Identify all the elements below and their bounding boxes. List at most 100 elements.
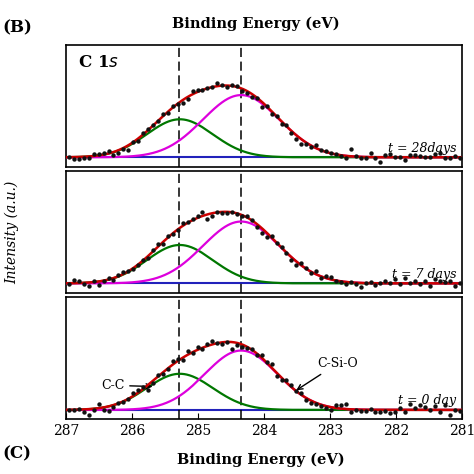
Point: [273, 373, 281, 380]
Point: [164, 109, 172, 117]
Point: [322, 272, 330, 280]
Point: [382, 152, 389, 159]
Point: [386, 151, 394, 158]
Point: [308, 144, 315, 151]
Point: [95, 282, 102, 289]
Point: [288, 129, 295, 137]
Point: [258, 229, 265, 237]
Point: [100, 406, 108, 414]
Text: t = 0 day: t = 0 day: [398, 394, 456, 407]
Point: [243, 212, 251, 219]
Point: [446, 411, 454, 419]
Point: [416, 401, 424, 409]
Point: [396, 280, 404, 287]
Point: [100, 278, 108, 285]
Point: [456, 407, 463, 415]
Point: [352, 280, 359, 288]
Point: [119, 398, 127, 406]
Point: [367, 278, 374, 286]
Point: [382, 407, 389, 415]
Point: [209, 337, 216, 345]
Point: [228, 208, 236, 216]
Point: [317, 274, 325, 282]
Point: [263, 358, 271, 365]
Point: [278, 376, 285, 384]
Point: [342, 154, 350, 162]
Point: [209, 212, 216, 220]
Point: [288, 382, 295, 389]
Point: [243, 89, 251, 97]
Point: [327, 149, 335, 156]
Point: [362, 408, 369, 415]
Point: [204, 341, 211, 348]
Point: [292, 387, 300, 394]
Point: [115, 399, 122, 407]
Point: [228, 345, 236, 353]
Text: (B): (B): [2, 19, 32, 36]
Point: [347, 279, 355, 286]
Point: [100, 149, 108, 157]
Point: [194, 86, 201, 93]
Point: [233, 82, 241, 90]
Point: [411, 151, 419, 158]
Point: [342, 280, 350, 288]
Point: [159, 370, 167, 377]
Point: [337, 401, 345, 409]
Point: [357, 283, 365, 291]
Point: [199, 345, 206, 353]
Point: [406, 151, 414, 159]
Point: [174, 100, 182, 107]
Point: [386, 280, 394, 287]
Point: [194, 212, 201, 219]
Point: [426, 153, 434, 161]
Point: [288, 256, 295, 264]
Point: [441, 279, 448, 286]
Point: [135, 262, 142, 269]
Point: [164, 233, 172, 240]
Text: t = 28days: t = 28days: [388, 142, 456, 155]
Point: [347, 408, 355, 416]
Point: [125, 395, 132, 402]
Point: [421, 403, 428, 410]
Point: [154, 372, 162, 379]
Point: [169, 357, 177, 365]
Point: [95, 401, 102, 408]
Point: [129, 138, 137, 146]
Point: [292, 136, 300, 143]
Point: [115, 271, 122, 279]
Point: [283, 376, 290, 384]
Point: [268, 110, 275, 118]
Point: [451, 406, 458, 414]
Point: [451, 283, 458, 290]
Point: [302, 396, 310, 404]
Point: [377, 158, 384, 165]
Point: [139, 256, 147, 264]
Point: [342, 401, 350, 408]
Point: [219, 81, 226, 89]
Point: [377, 279, 384, 287]
Point: [223, 210, 231, 217]
Point: [144, 386, 152, 393]
Point: [431, 151, 438, 158]
Point: [174, 227, 182, 234]
Point: [426, 282, 434, 290]
Point: [377, 409, 384, 416]
Point: [125, 267, 132, 275]
Point: [362, 279, 369, 286]
Point: [312, 267, 320, 274]
Point: [204, 215, 211, 222]
Point: [228, 82, 236, 89]
Point: [392, 275, 399, 283]
Point: [149, 246, 157, 254]
Point: [421, 153, 428, 161]
Point: [75, 277, 82, 284]
Point: [109, 403, 117, 411]
Point: [302, 141, 310, 148]
Point: [332, 401, 340, 409]
Point: [253, 94, 261, 102]
Point: [268, 360, 275, 368]
Point: [70, 406, 78, 413]
Point: [352, 407, 359, 414]
Point: [70, 276, 78, 284]
Point: [278, 243, 285, 251]
